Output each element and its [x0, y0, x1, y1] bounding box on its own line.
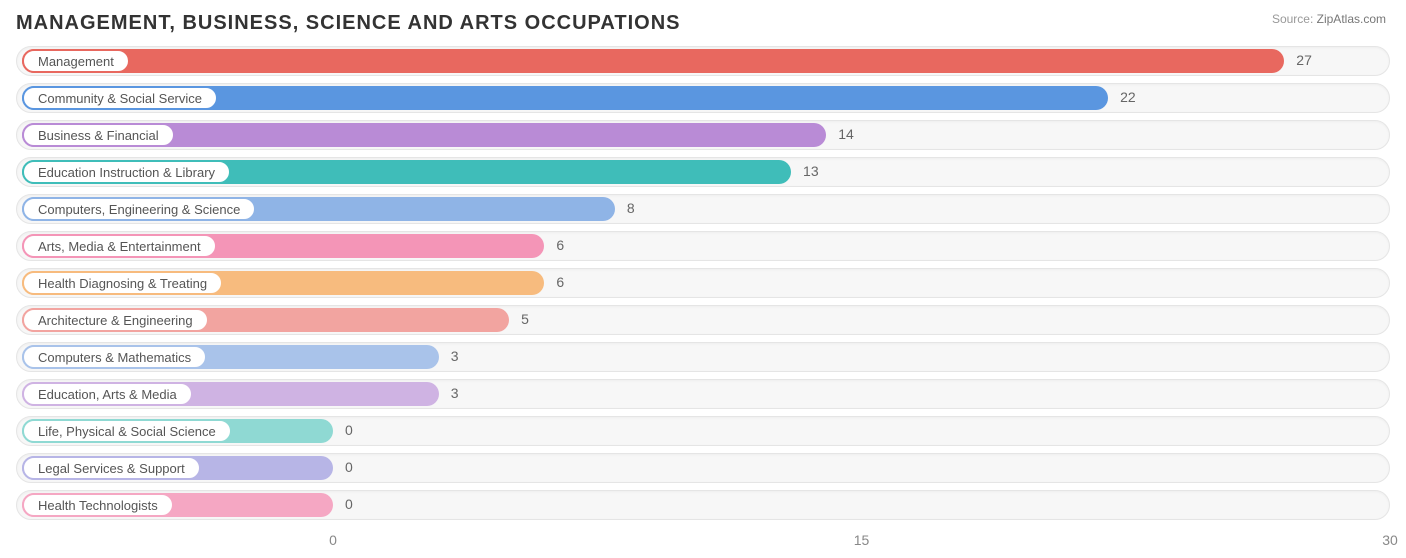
bar-value-label: 5 [521, 311, 529, 327]
category-pill: Education, Arts & Media [22, 382, 193, 406]
bar-value-label: 8 [627, 200, 635, 216]
bar-value-label: 3 [451, 385, 459, 401]
bar-value-label: 27 [1296, 52, 1312, 68]
plot-area: Management 27 Community & Social Service 22… [16, 46, 1390, 530]
category-pill: Health Diagnosing & Treating [22, 271, 223, 295]
bar-value-label: 13 [803, 163, 819, 179]
category-pill: Management [22, 49, 130, 73]
bar-value-label: 0 [345, 422, 353, 438]
category-pill: Computers, Engineering & Science [22, 197, 256, 221]
bar-value-label: 0 [345, 459, 353, 475]
x-axis-tick: 15 [854, 532, 870, 548]
source-attribution: Source: ZipAtlas.com [1272, 12, 1386, 26]
source-value: ZipAtlas.com [1317, 12, 1386, 26]
category-pill: Arts, Media & Entertainment [22, 234, 217, 258]
chart-area: Management 27 Community & Social Service 22… [16, 46, 1390, 530]
category-pill: Community & Social Service [22, 86, 218, 110]
bar-value-label: 6 [556, 237, 564, 253]
x-axis-tick: 30 [1382, 532, 1398, 548]
chart-title: MANAGEMENT, BUSINESS, SCIENCE AND ARTS O… [0, 0, 1406, 39]
bar-value-label: 3 [451, 348, 459, 364]
category-pill: Health Technologists [22, 493, 174, 517]
category-pill: Business & Financial [22, 123, 175, 147]
category-pill: Computers & Mathematics [22, 345, 207, 369]
category-pill: Life, Physical & Social Science [22, 419, 232, 443]
bar-value-label: 14 [838, 126, 854, 142]
bar [22, 49, 1284, 73]
x-axis-tick: 0 [329, 532, 337, 548]
source-label: Source: [1272, 12, 1313, 26]
category-pill: Education Instruction & Library [22, 160, 231, 184]
category-pill: Architecture & Engineering [22, 308, 209, 332]
bar-value-label: 0 [345, 496, 353, 512]
bar-value-label: 22 [1120, 89, 1136, 105]
bar-value-label: 6 [556, 274, 564, 290]
x-axis: 01530 [16, 532, 1390, 552]
category-pill: Legal Services & Support [22, 456, 201, 480]
